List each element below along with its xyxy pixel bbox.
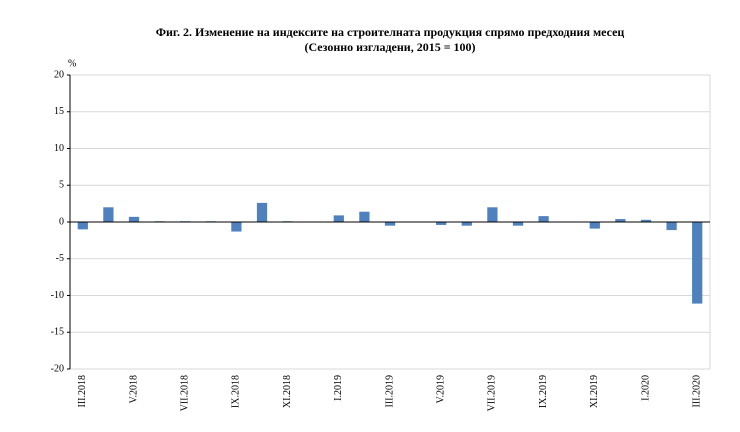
y-tick-label: 0 [59,216,64,227]
x-tick-label: III.2020 [691,375,702,408]
y-tick-label: -5 [56,253,64,264]
x-tick-label: XI.2018 [282,375,293,408]
chart-title: Фиг. 2. Изменение на индексите на строит… [156,25,625,39]
y-tick-label: -15 [51,327,64,338]
bar [615,219,626,222]
x-tick-label: V.2019 [435,375,446,403]
bar [436,222,447,225]
x-tick-label: III.2019 [384,375,395,408]
x-tick-label: I.2020 [640,375,651,401]
x-tick-label: III.2018 [77,375,88,408]
y-axis-label: % [68,58,76,69]
bar [589,222,600,229]
bar [487,207,498,222]
bar [538,216,549,222]
bar [359,211,370,222]
y-tick-label: 5 [59,180,64,191]
x-tick-label: VII.2018 [179,375,190,411]
x-tick-label: IX.2018 [231,375,242,408]
x-tick-label: IX.2019 [538,375,549,408]
bar [461,222,472,226]
bar [128,216,140,222]
x-tick-label: XI.2019 [589,375,600,408]
bar [666,222,677,231]
bar [333,215,344,222]
x-tick-label: V.2018 [128,375,139,403]
bar [640,219,652,222]
bar [256,202,268,222]
y-tick-label: -10 [51,290,64,301]
bar [103,207,114,222]
y-tick-label: 10 [54,143,64,154]
x-tick-label: I.2019 [333,375,344,401]
bar [384,222,396,226]
y-tick-label: 20 [54,69,64,80]
y-tick-label: 15 [54,106,64,117]
bar [231,222,242,232]
bar [692,222,703,304]
x-tick-label: VII.2019 [487,375,498,411]
bar [77,222,88,230]
y-tick-label: -20 [51,363,64,374]
chart-subtitle: (Сезонно изгладени, 2015 = 100) [304,40,475,54]
bar [512,222,524,226]
